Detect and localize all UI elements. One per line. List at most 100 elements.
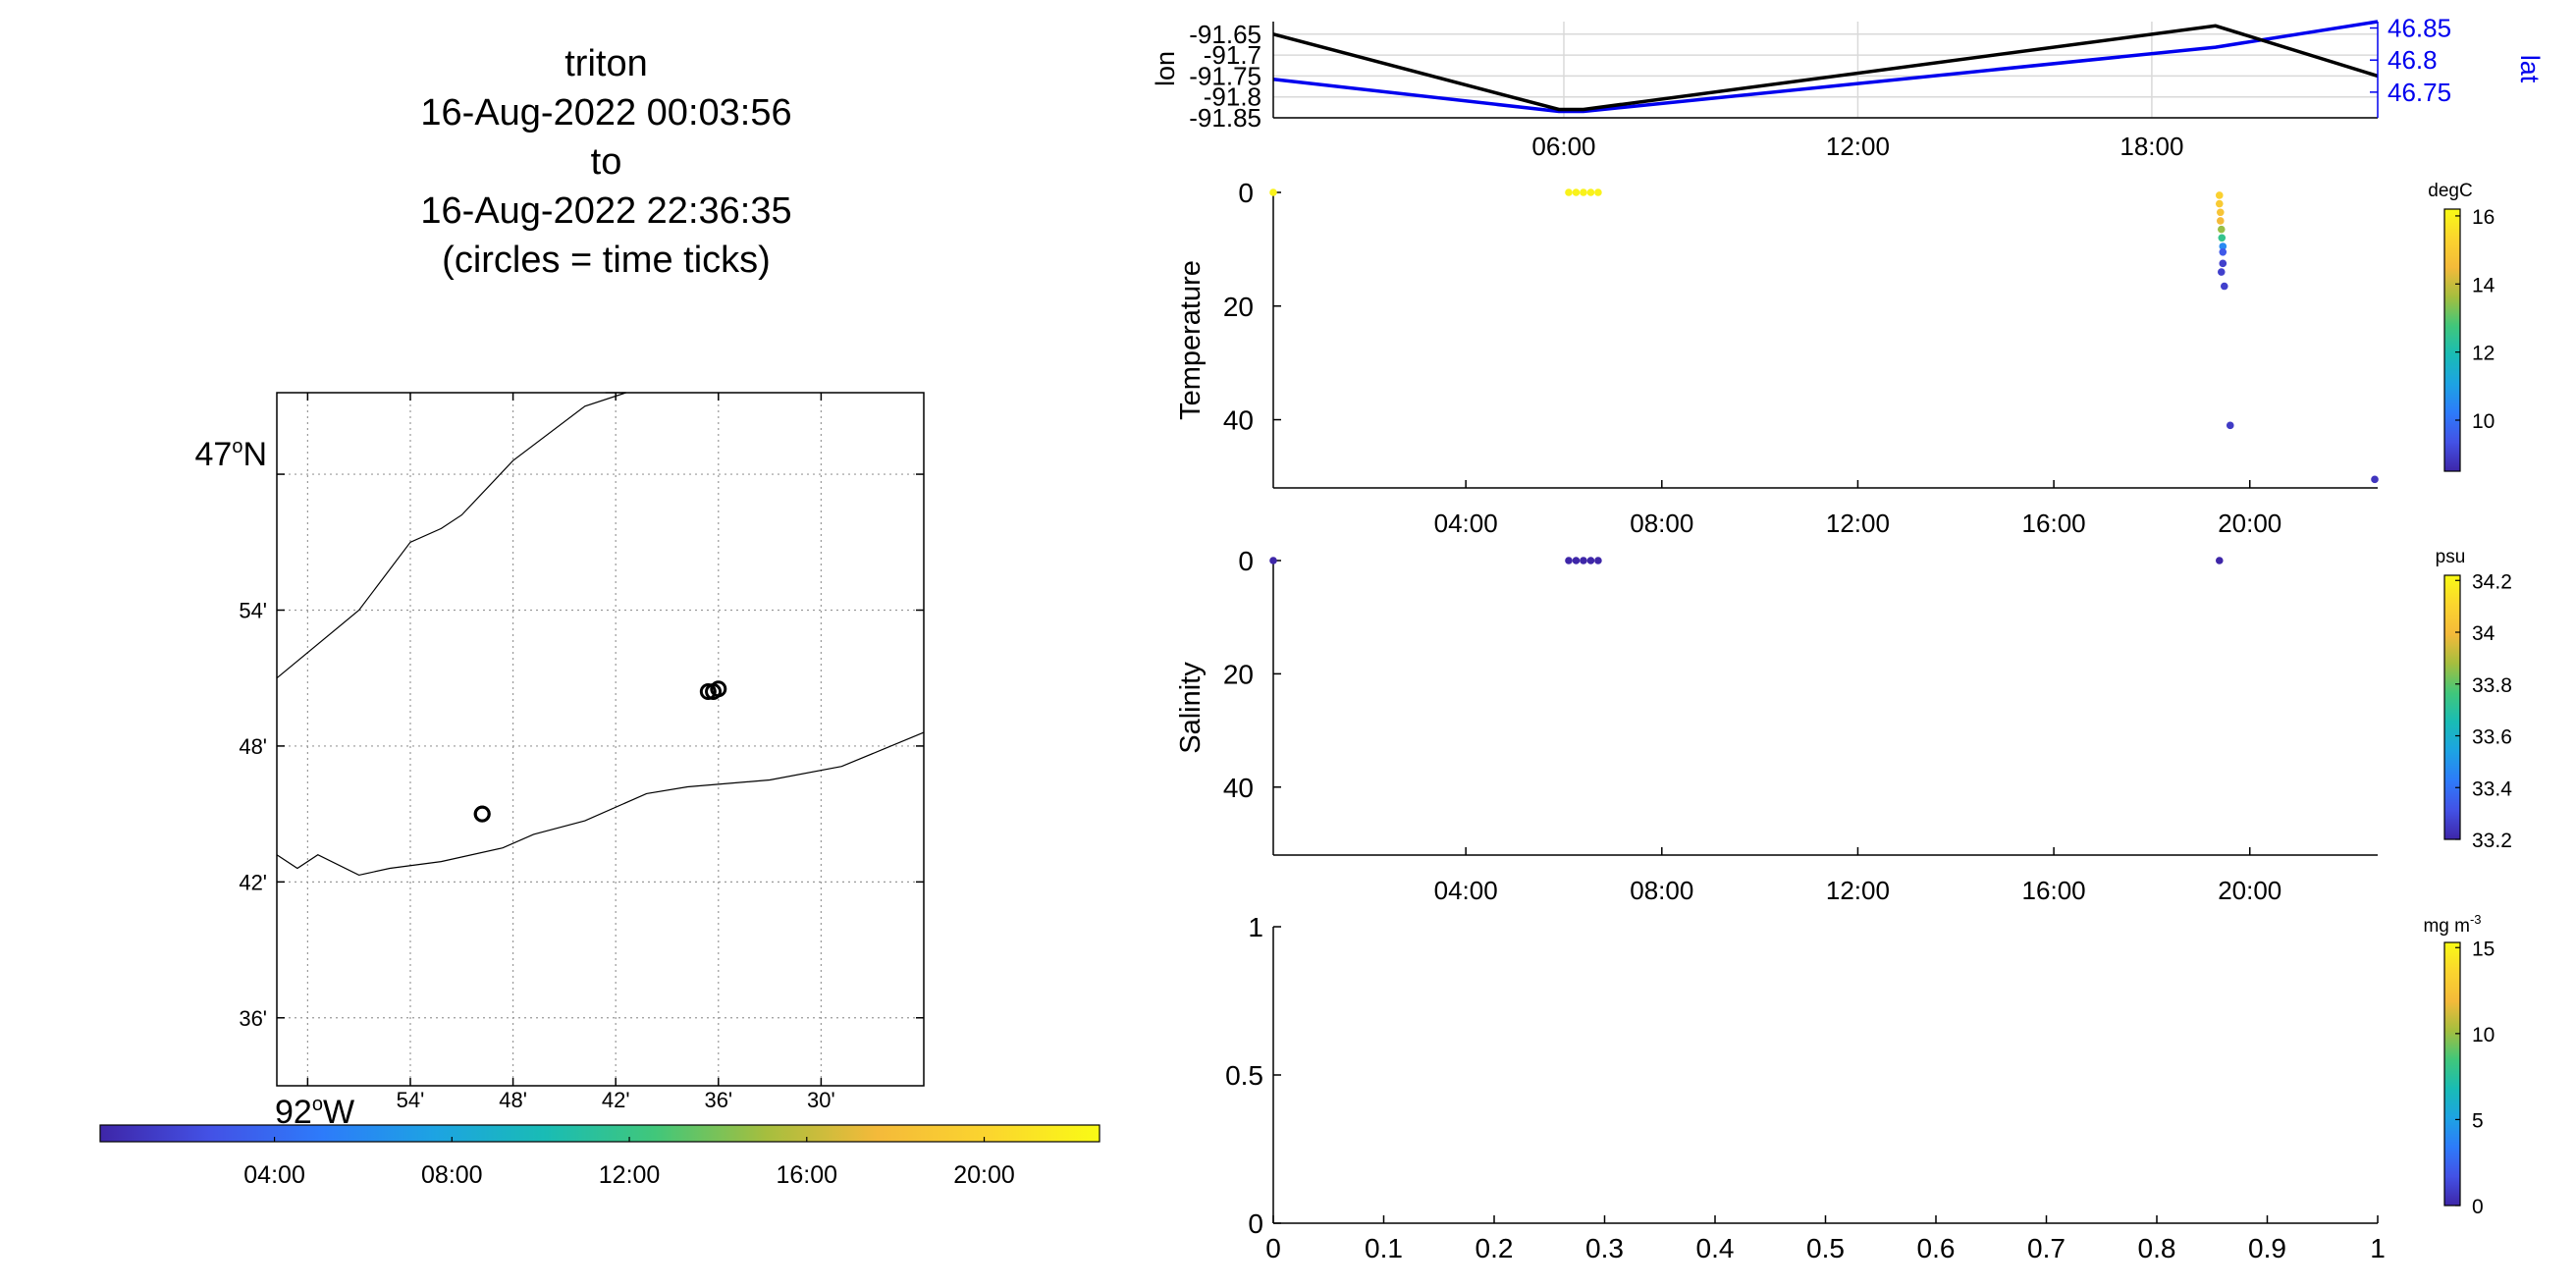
salinity-data-point <box>1594 557 1602 564</box>
map-lat-degree: 47 <box>194 436 232 473</box>
temperature-data-point <box>2220 282 2228 291</box>
temperature-data-point <box>2371 475 2379 484</box>
temperature-xtick-label: 12:00 <box>1826 509 1890 538</box>
figure-title: triton 16-Aug-2022 00:03:56 to 16-Aug-20… <box>324 39 888 285</box>
temperature-data-point <box>2217 225 2226 234</box>
temperature-data-point <box>2216 208 2225 217</box>
bottom-xtick-label: 0 <box>1265 1233 1281 1263</box>
salinity-ytick-label: 20 <box>1223 659 1254 689</box>
lon-tick-label: -91.8 <box>1204 82 1261 112</box>
salinity-colorbar-label: 34.2 <box>2472 570 2512 593</box>
temperature-colorbar-label: 12 <box>2472 343 2495 365</box>
lat-tick-label: 46.75 <box>2388 78 2451 107</box>
temperature-colorbar-label: 16 <box>2472 206 2495 229</box>
temperature-data-point <box>2217 268 2226 276</box>
temperature-data-point <box>1269 188 1277 196</box>
time-colorbar-label: 20:00 <box>953 1161 1015 1189</box>
salinity-xtick-label: 16:00 <box>2022 876 2086 905</box>
salinity-xtick-label: 20:00 <box>2218 876 2281 905</box>
salinity-data-point <box>1565 557 1573 564</box>
salinity-colorbar-label: 33.2 <box>2472 830 2512 852</box>
time-colorbar-label: 08:00 <box>421 1161 483 1189</box>
lon-tick-label: -91.85 <box>1189 103 1261 133</box>
bottom-xtick-label: 0.6 <box>1917 1233 1956 1263</box>
map-xtick-label: 54' <box>397 1088 425 1112</box>
title-end-time: 16-Aug-2022 22:36:35 <box>420 190 792 232</box>
salinity-data-point <box>1580 557 1587 564</box>
temperature-data-point <box>2219 247 2227 256</box>
temperature-axis-label: Temperature <box>1175 260 1207 420</box>
title-note: (circles = time ticks) <box>442 240 771 281</box>
salinity-data-point <box>1269 557 1277 564</box>
salinity-colorbar-units: psu <box>2436 547 2466 567</box>
map-lat-hemisphere: N <box>242 436 267 473</box>
temperature-data-point <box>1565 188 1573 196</box>
chlorophyll-colorbar-label: 5 <box>2472 1109 2484 1132</box>
lat-tick-label: 46.8 <box>2388 45 2438 75</box>
temperature-data-point <box>1594 188 1602 196</box>
bottom-xtick-label: 0.2 <box>1476 1233 1514 1263</box>
temperature-data-point <box>2216 217 2225 225</box>
title-platform: triton <box>564 43 648 84</box>
title-to: to <box>590 141 622 183</box>
temperature-data-point <box>1572 188 1581 196</box>
title-start-time: 16-Aug-2022 00:03:56 <box>420 92 792 134</box>
bottom-ytick-label: 0 <box>1248 1208 1263 1239</box>
temperature-data-point <box>2219 242 2227 250</box>
salinity-xtick-label: 12:00 <box>1826 876 1890 905</box>
salinity-data-point <box>2215 557 2224 564</box>
chlorophyll-colorbar-label: 0 <box>2472 1196 2484 1218</box>
map-coastline-north <box>276 392 626 679</box>
salinity-colorbar <box>2443 574 2461 840</box>
lon-axis-label: lon <box>1151 51 1180 86</box>
lon-tick-label: -91.65 <box>1189 20 1261 49</box>
salinity-colorbar-label: 33.4 <box>2472 778 2512 800</box>
lat-tick-label: 46.85 <box>2388 14 2451 43</box>
lonlat-xtick-label: 06:00 <box>1531 132 1595 161</box>
chlorophyll-colorbar-label: 10 <box>2472 1024 2495 1046</box>
temperature-ytick-label: 0 <box>1238 178 1254 208</box>
units-base: mg m <box>2423 916 2470 937</box>
map-xtick-label: 48' <box>499 1088 527 1112</box>
salinity-axis-label: Salinity <box>1175 662 1207 754</box>
temperature-ytick-label: 40 <box>1223 405 1254 436</box>
bottom-xtick-label: 0.4 <box>1696 1233 1735 1263</box>
units-exponent: -3 <box>2470 912 2482 927</box>
map-time-tick-circle <box>699 683 717 701</box>
temperature-colorbar-label: 14 <box>2472 274 2496 296</box>
salinity-colorbar-label: 33.6 <box>2472 726 2512 749</box>
map-coastline-south <box>276 731 925 877</box>
time-colorbar-label: 12:00 <box>599 1161 661 1189</box>
bottom-xtick-label: 0.7 <box>2027 1233 2066 1263</box>
map-lat-degree-sign: o <box>232 436 242 457</box>
lat-axis-label: lat <box>2515 55 2545 83</box>
salinity-data-point <box>1586 557 1595 564</box>
time-colorbar <box>99 1124 1100 1143</box>
map-ytick-label: 42' <box>239 870 267 894</box>
bottom-xtick-label: 0.5 <box>1806 1233 1845 1263</box>
chlorophyll-colorbar <box>2443 941 2461 1207</box>
chlorophyll-colorbar-units: mg m-3 <box>2423 912 2481 937</box>
temperature-colorbar <box>2443 208 2461 472</box>
bottom-xtick-label: 0.8 <box>2138 1233 2176 1263</box>
bottom-xtick-label: 1 <box>2370 1233 2386 1263</box>
lon-series-line <box>1272 24 2379 112</box>
bottom-xtick-label: 0.1 <box>1365 1233 1403 1263</box>
time-colorbar-label: 16:00 <box>777 1161 838 1189</box>
map-xtick-label: 30' <box>807 1088 835 1112</box>
salinity-data-point <box>1572 557 1581 564</box>
salinity-colorbar-label: 33.8 <box>2472 674 2512 697</box>
temperature-data-point <box>2226 421 2234 430</box>
map-lat-corner-label: 47oN <box>194 436 267 473</box>
time-colorbar-label: 04:00 <box>243 1161 305 1189</box>
lon-tick-label: -91.7 <box>1204 40 1261 70</box>
map-ytick-label: 48' <box>239 734 267 759</box>
temperature-xtick-label: 04:00 <box>1434 509 1498 538</box>
map-xtick-label: 36' <box>704 1088 732 1112</box>
temperature-data-point <box>2219 259 2227 268</box>
temperature-data-point <box>2218 234 2227 242</box>
chlorophyll-colorbar-label: 15 <box>2472 938 2495 960</box>
map-ytick-label: 54' <box>239 598 267 622</box>
salinity-colorbar-label: 34 <box>2472 622 2496 645</box>
salinity-ytick-label: 0 <box>1238 546 1254 576</box>
